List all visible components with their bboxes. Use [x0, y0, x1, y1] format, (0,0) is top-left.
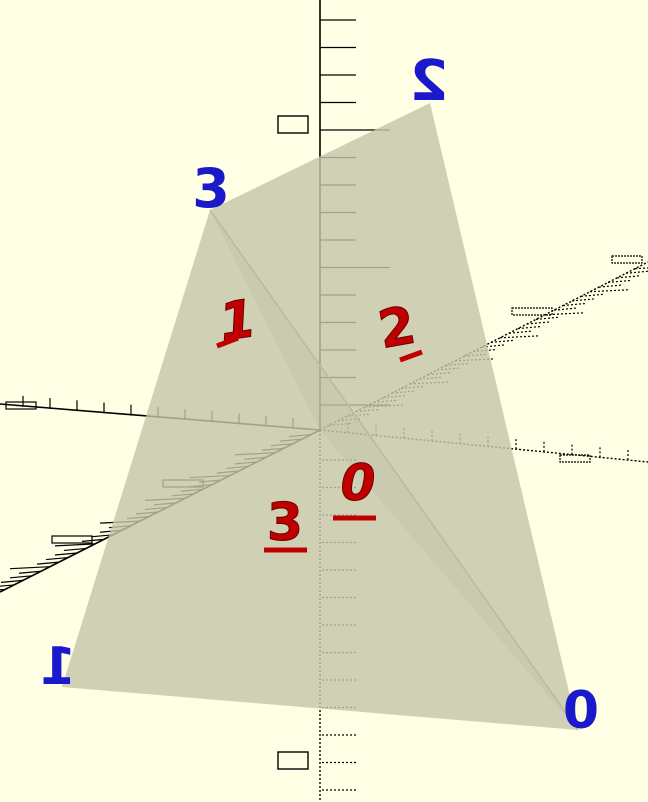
edge-3-0 — [209, 209, 579, 731]
axis-tick — [81, 538, 105, 542]
axis-tick — [54, 543, 96, 547]
vertex-label-3: 3 — [192, 157, 230, 220]
axis-tick — [490, 339, 514, 344]
axis-tick — [535, 316, 559, 320]
scale-marker — [5, 401, 37, 410]
face-label-0: 0 — [341, 454, 376, 512]
face-labels: 0 1 2 3 — [215, 288, 423, 554]
axis-tick — [571, 298, 595, 302]
vertex-label-0: 0 — [563, 681, 599, 741]
face-label-1-underline — [216, 335, 239, 349]
axis-tick — [499, 335, 541, 339]
axis-tick — [0, 579, 24, 583]
axis-tick — [63, 547, 87, 552]
scale-marker — [277, 751, 309, 770]
tetrahedron[interactable] — [62, 103, 579, 731]
face-front[interactable] — [62, 103, 578, 730]
axis-tick — [589, 289, 631, 293]
scale-marker — [277, 115, 309, 134]
vertex-labels: 0 1 2 3 — [40, 49, 599, 741]
axis-tick — [18, 570, 42, 574]
scale-marker — [511, 307, 553, 316]
vertex-label-1: 1 — [40, 637, 76, 697]
face-label-2-underline — [399, 349, 423, 363]
scale-marker — [559, 454, 591, 463]
axis-tick — [607, 279, 631, 284]
axis-tick — [544, 312, 586, 316]
axis-tick — [625, 270, 648, 274]
axis-tick — [553, 307, 577, 311]
face-label-3: 3 — [267, 493, 303, 553]
scale-marker — [611, 255, 643, 264]
axis-tick — [9, 566, 51, 570]
axis-tick — [9, 575, 33, 579]
axis-tick — [36, 561, 60, 565]
scale-marker — [51, 535, 93, 544]
axis-tick — [54, 552, 78, 556]
axis-tick — [45, 556, 69, 561]
vertex-label-2: 2 — [410, 49, 449, 114]
axis-tick — [0, 584, 15, 587]
